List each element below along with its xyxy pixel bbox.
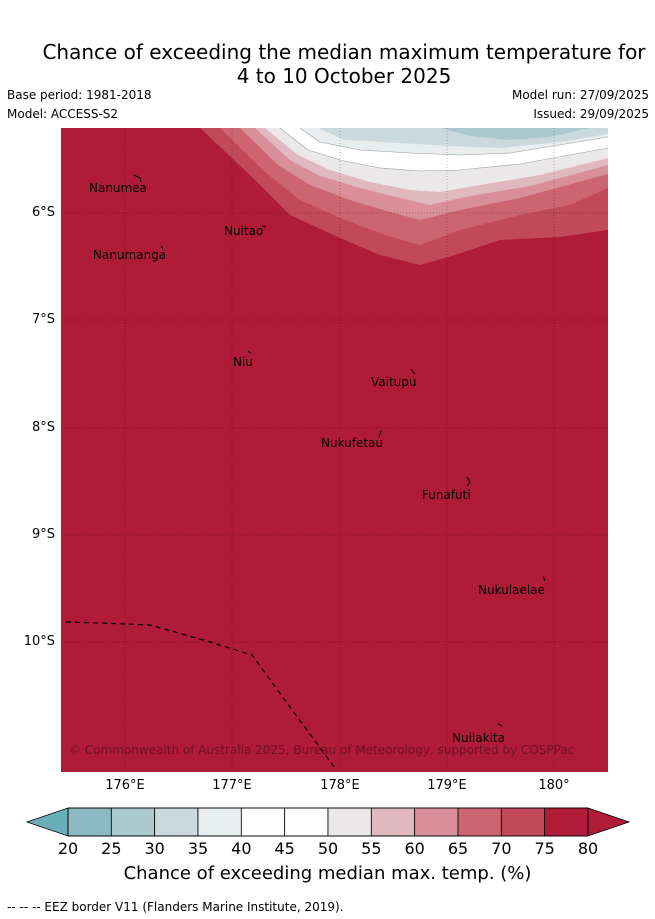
colorbar-cell [110, 807, 156, 837]
colorbar-tick-label: 80 [577, 839, 599, 858]
island-label-funafuti: Funafuti [422, 488, 471, 502]
island-label-nuilakita: Nuilakita [452, 731, 505, 745]
eez-legend: -- -- -- EEZ border V11 (Flanders Marine… [7, 900, 344, 914]
colorbar-cell [414, 807, 459, 837]
colorbar-tick-label: 60 [404, 839, 425, 858]
lat-label-9s: 9°S [31, 527, 55, 542]
colorbar-cell [154, 807, 199, 837]
colorbar-tick-label: 25 [101, 839, 122, 858]
island-labels: Nanumea Nuitao Nanumanga Niu Vaitupu Nuk… [89, 181, 545, 745]
island-shape-nanumea [133, 174, 142, 183]
colorbar-frame [67, 807, 589, 837]
colorbar-cell [240, 807, 286, 837]
base-period: Base period: 1981-2018 [7, 88, 152, 102]
lon-label-177e: 177°E [212, 778, 252, 793]
island-label-nuitao: Nuitao [224, 224, 263, 238]
colorbar-cell [500, 807, 546, 837]
island-label-nanumea: Nanumea [89, 181, 147, 195]
eez-border [65, 621, 336, 769]
lat-label-10s: 10°S [23, 634, 55, 649]
lon-label-180: 180° [538, 778, 570, 793]
model-name: Model: ACCESS-S2 [7, 107, 119, 121]
colorbar-tick-label: 40 [231, 839, 252, 858]
map-title: Chance of exceeding the median maximum t… [0, 40, 655, 88]
colorbar-cell [197, 807, 242, 837]
colorbar-high-arrow [587, 807, 631, 837]
colorbar-cell [544, 807, 589, 837]
island-label-nanumanga: Nanumanga [93, 248, 166, 262]
colorbar-tick-label: 35 [187, 839, 209, 858]
lon-label-176e: 176°E [105, 778, 145, 793]
island-label-niu: Niu [233, 355, 253, 369]
lat-label-7s: 7°S [31, 312, 55, 327]
lat-label-6s: 6°S [31, 205, 55, 220]
colorbar-tick-label: 50 [317, 839, 339, 858]
colorbar-tick-label: 75 [534, 839, 555, 858]
model-run: Model run: 27/09/2025 [511, 88, 649, 102]
graticule [61, 128, 608, 772]
colorbar-cell [370, 807, 416, 837]
island-label-vaitupu: Vaitupu [371, 375, 417, 389]
copyright-notice: © Commonwealth of Australia 2025, Bureau… [69, 743, 574, 757]
colorbar-tick-label: 30 [144, 839, 165, 858]
field-band-30 [440, 128, 590, 140]
colorbar-tick-label: 65 [447, 839, 469, 858]
colorbar-cell [284, 807, 329, 837]
colorbar [25, 807, 631, 837]
colorbar-low-arrow [25, 807, 69, 837]
issued-date: Issued: 29/09/2025 [533, 107, 649, 121]
island-shapes [133, 174, 546, 727]
colorbar-title: Chance of exceeding median max. temp. (%… [123, 863, 532, 884]
colorbar-cell [327, 807, 372, 837]
colorbar-tick-label: 55 [361, 839, 382, 858]
colorbar-cell [67, 807, 112, 837]
colorbar-tick-label: 70 [491, 839, 512, 858]
colorbar-cell [457, 807, 502, 837]
colorbar-tick-label: 45 [274, 839, 295, 858]
title-line-2: 4 to 10 October 2025 [236, 64, 452, 88]
lon-label-178e: 178°E [320, 778, 360, 793]
title-line-1: Chance of exceeding the median maximum t… [42, 40, 646, 64]
lon-label-179e: 179°E [427, 778, 467, 793]
island-label-nukufetau: Nukufetau [321, 436, 383, 450]
probability-field [61, 128, 608, 772]
lat-label-8s: 8°S [31, 420, 55, 435]
island-label-nukulaelae: Nukulaelae [478, 583, 545, 597]
colorbar-tick-label: 20 [57, 839, 79, 858]
contour-lines [279, 128, 608, 172]
